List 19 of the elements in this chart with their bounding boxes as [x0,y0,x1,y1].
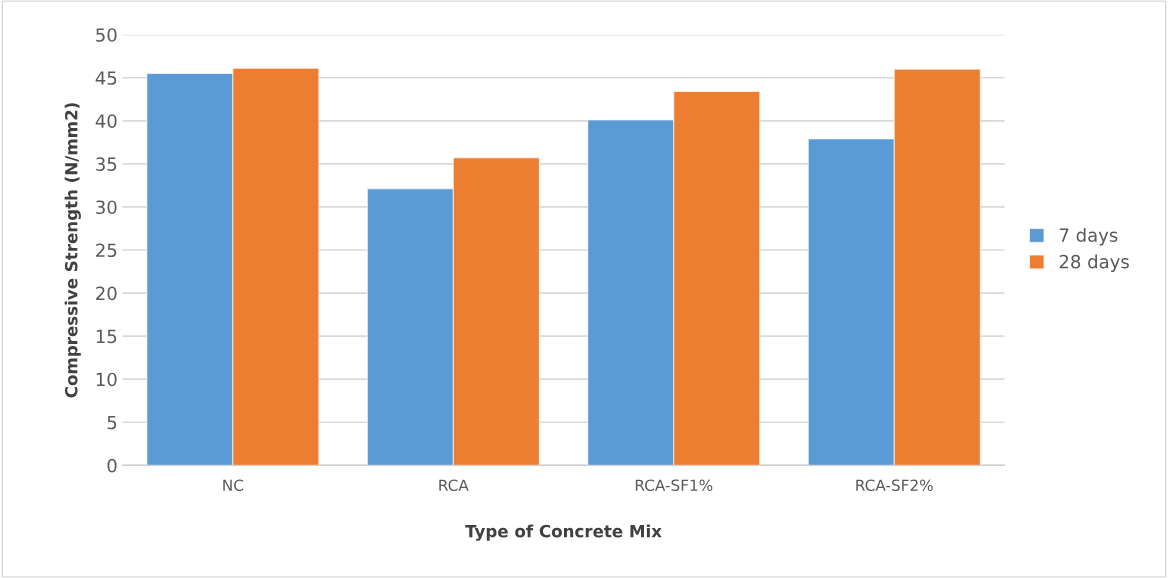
x-tick-label: RCA-SF2% [856,479,933,491]
y-tick-label: 0 [107,458,117,473]
y-tick-label: 10 [96,372,117,387]
y-tick-label: 5 [107,415,117,430]
y-tick-label: 20 [96,286,117,301]
x-tick-label: RCA [439,479,469,491]
x-tick-label: RCA-SF1% [635,479,713,491]
y-tick-label: 30 [96,200,117,215]
y-tick-label: 35 [96,157,117,171]
y-tick-label: 25 [96,243,117,258]
y-tick-label: 45 [95,71,117,85]
x-tick-label: NC [223,479,244,491]
legend-label: 7 days [1059,228,1118,246]
y-axis-title: Compressive Strength (N/mm2) [64,103,81,398]
y-tick-label: 50 [96,28,117,42]
y-tick-label: 15 [96,329,117,344]
y-tick-label: 40 [95,114,117,128]
legend-label: 28 days [1059,254,1129,272]
x-axis-title: Type of Concrete Mix [465,524,662,541]
